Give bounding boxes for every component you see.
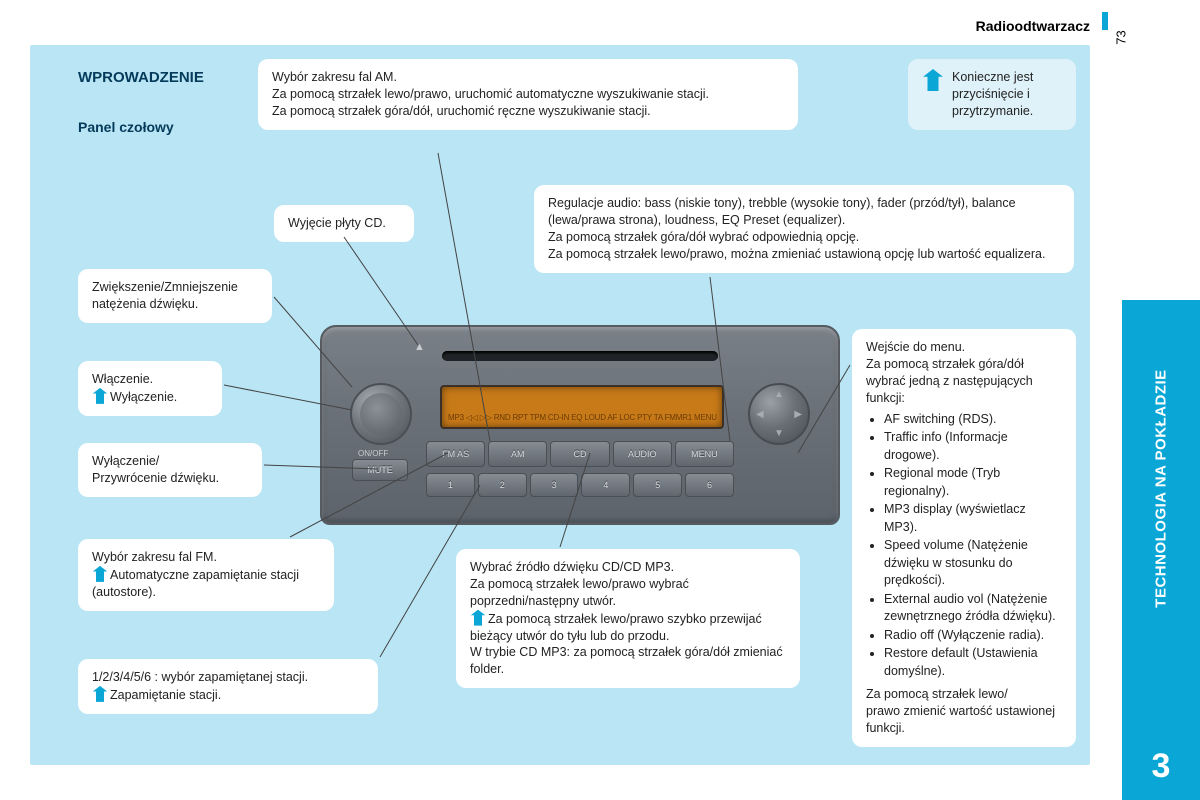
am-button[interactable]: AM xyxy=(488,441,547,467)
navigation-dpad[interactable]: ▲ ▼ ◀ ▶ xyxy=(748,383,810,445)
hold-icon xyxy=(92,388,108,404)
radio-device: ▲ ON/OFF ▲ ▼ ◀ ▶ MP3 ◁◁ ▷▷ RND RPT TPM C… xyxy=(320,325,840,525)
section-tab-label: TECHNOLOGIA NA POKŁADZIE xyxy=(1153,369,1170,607)
radio-display: MP3 ◁◁ ▷▷ RND RPT TPM CD-IN EQ LOUD AF L… xyxy=(440,385,724,429)
menu-item: MP3 display (wyświetlacz MP3). xyxy=(884,501,1062,536)
preset-5-button[interactable]: 5 xyxy=(633,473,682,497)
menu-item: Speed volume (Natężenie dźwięku w stosun… xyxy=(884,537,1062,590)
menu-list: AF switching (RDS). Traffic info (Inform… xyxy=(884,411,1062,681)
callout-cd-b: Za pomocą strzałek lewo/prawo szybko prz… xyxy=(470,612,762,643)
section-tab: TECHNOLOGIA NA POKŁADZIE 3 xyxy=(1122,300,1200,800)
preset-3-button[interactable]: 3 xyxy=(530,473,579,497)
menu-sub: Za pomocą strzałek góra/dół wybrać jedną… xyxy=(866,356,1062,407)
section-tab-number: 3 xyxy=(1122,747,1200,786)
menu-item: Restore default (Ustawienia domyślne). xyxy=(884,645,1062,680)
preset-2-button[interactable]: 2 xyxy=(478,473,527,497)
cd-button[interactable]: CD xyxy=(550,441,609,467)
preset-6-button[interactable]: 6 xyxy=(685,473,734,497)
hold-icon xyxy=(470,610,486,626)
preset-button-row: 1 2 3 4 5 6 xyxy=(426,473,734,497)
dpad-left-icon: ◀ xyxy=(756,409,764,420)
callout-mute: Wyłączenie/ Przywrócenie dźwięku. xyxy=(78,443,262,497)
callout-preset-line2: Zapamiętanie stacji. xyxy=(110,688,221,702)
header-accent xyxy=(1102,12,1108,30)
menu-head: Wejście do menu. xyxy=(866,339,1062,356)
callout-audio: Regulacje audio: bass (niskie tony), tre… xyxy=(534,185,1074,273)
menu-foot: Za pomocą strzałek lewo/ prawo zmienić w… xyxy=(866,686,1062,737)
menu-item: External audio vol (Natężenie zewnętrzne… xyxy=(884,591,1062,626)
onoff-label: ON/OFF xyxy=(358,449,388,458)
preset-1-button[interactable]: 1 xyxy=(426,473,475,497)
callout-fm-line2: Automatyczne zapamiętanie stacji (autost… xyxy=(92,568,299,599)
menu-item: Radio off (Wyłączenie radia). xyxy=(884,627,1062,645)
dpad-right-icon: ▶ xyxy=(794,409,802,420)
note-hold-text: Konieczne jest przyciśnięcie i przytrzym… xyxy=(952,69,1062,120)
hold-icon xyxy=(922,69,944,91)
hold-icon xyxy=(92,686,108,702)
preset-4-button[interactable]: 4 xyxy=(581,473,630,497)
volume-knob[interactable] xyxy=(350,383,412,445)
heading-panel: Panel czołowy xyxy=(78,119,174,135)
fm-button[interactable]: FM AS xyxy=(426,441,485,467)
callout-cd-c: W trybie CD MP3: za pomocą strzałek góra… xyxy=(470,644,786,678)
hold-icon xyxy=(92,566,108,582)
callout-cd: Wybrać źródło dźwięku CD/CD MP3. Za pomo… xyxy=(456,549,800,688)
callout-fm-line1: Wybór zakresu fal FM. xyxy=(92,549,320,566)
eject-icon: ▲ xyxy=(414,341,425,353)
function-button-row: FM AS AM CD AUDIO MENU xyxy=(426,441,734,467)
callout-power-on: Włączenie. xyxy=(92,371,208,388)
mute-button[interactable]: MUTE xyxy=(352,459,408,481)
audio-button[interactable]: AUDIO xyxy=(613,441,672,467)
callout-power: Włączenie. Wyłączenie. xyxy=(78,361,222,416)
callout-fm: Wybór zakresu fal FM. Automatyczne zapam… xyxy=(78,539,334,611)
callout-cd-a: Wybrać źródło dźwięku CD/CD MP3. Za pomo… xyxy=(470,559,786,610)
heading-intro: WPROWADZENIE xyxy=(78,69,204,86)
page-section-title: Radioodtwarzacz xyxy=(976,18,1090,34)
callout-preset: 1/2/3/4/5/6 : wybór zapamiętanej stacji.… xyxy=(78,659,378,714)
cd-slot xyxy=(442,351,718,361)
callout-menu: Wejście do menu. Za pomocą strzałek góra… xyxy=(852,329,1076,747)
dpad-up-icon: ▲ xyxy=(774,389,784,400)
menu-item: Regional mode (Tryb regionalny). xyxy=(884,465,1062,500)
callout-power-off: Wyłączenie. xyxy=(110,390,177,404)
menu-item: Traffic info (Informacje drogowe). xyxy=(884,429,1062,464)
callout-am: Wybór zakresu fal AM. Za pomocą strzałek… xyxy=(258,59,798,130)
callout-eject: Wyjęcie płyty CD. xyxy=(274,205,414,242)
dpad-down-icon: ▼ xyxy=(774,428,784,439)
content-area: WPROWADZENIE Panel czołowy Konieczne jes… xyxy=(30,45,1090,765)
menu-button[interactable]: MENU xyxy=(675,441,734,467)
page-number: 73 xyxy=(1113,30,1128,44)
callout-preset-line1: 1/2/3/4/5/6 : wybór zapamiętanej stacji. xyxy=(92,669,364,686)
note-hold: Konieczne jest przyciśnięcie i przytrzym… xyxy=(908,59,1076,130)
menu-item: AF switching (RDS). xyxy=(884,411,1062,429)
callout-volume: Zwiększenie/Zmniejszenie natężenia dźwię… xyxy=(78,269,272,323)
